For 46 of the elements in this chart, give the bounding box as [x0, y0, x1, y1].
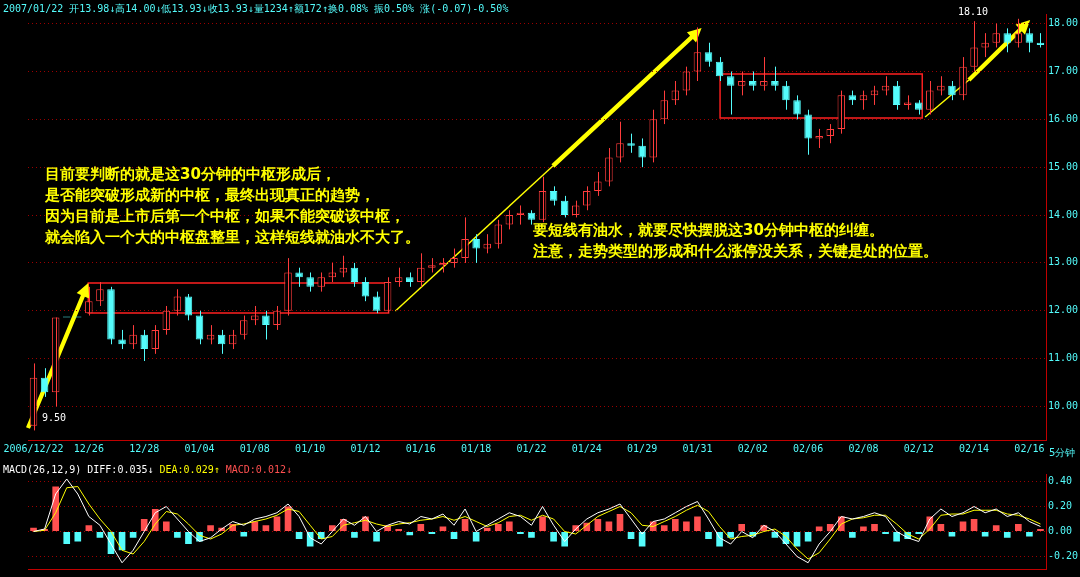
- y-tick-label: 18.00: [1048, 17, 1079, 29]
- y-tick-label: 15.00: [1048, 160, 1079, 172]
- x-tick-label: 12/28: [129, 442, 160, 454]
- x-tick-label: 12/26: [73, 442, 104, 454]
- y-tick-label: 14.00: [1048, 208, 1079, 220]
- x-tick-label: 01/16: [405, 442, 436, 454]
- y-tick-label: 11.00: [1048, 352, 1079, 364]
- annotation: 因为目前是上市后第一个中枢，如果不能突破该中枢，: [45, 206, 405, 227]
- text: MACD:0.012↓: [225, 464, 292, 475]
- annotation: 注意，走势类型的形成和什么涨停没关系，关键是处的位置。: [533, 241, 938, 262]
- text: DEA:0.029↑: [159, 464, 220, 475]
- annotation: 是否能突破形成新的中枢，最终出现真正的趋势，: [45, 185, 375, 206]
- x-tick-label: 01/29: [627, 442, 658, 454]
- y-tick-label: 0.20: [1048, 500, 1073, 512]
- chart-title: MACD(26,12,9): [3, 464, 82, 475]
- y-tick-label: 0.40: [1048, 475, 1073, 487]
- y-tick-label: 17.00: [1048, 65, 1079, 77]
- x-tick-label: 02/06: [793, 442, 824, 454]
- y-tick-label: 16.00: [1048, 112, 1079, 124]
- annotation: 目前要判断的就是这30分钟的中枢形成后，: [45, 164, 336, 185]
- x-tick-label: 01/24: [571, 442, 602, 454]
- x-tick-label: 01/08: [239, 442, 270, 454]
- annotation: 要短线有油水，就要尽快摆脱这30分钟中枢的纠缠。: [533, 220, 884, 241]
- annotation: 就会陷入一个大的中枢盘整里，这样短线就油水不大了。: [45, 227, 420, 248]
- x-tick-label: 01/22: [516, 442, 547, 454]
- text: 5分钟: [1049, 446, 1076, 460]
- x-tick-label: 01/18: [461, 442, 492, 454]
- y-tick-label: 0.00: [1048, 525, 1073, 537]
- x-tick-label: 01/31: [682, 442, 713, 454]
- chart-subtitle: 2007/01/22 开13.98↓高14.00↓低13.93↓收13.93↓量1234↑额172↑换0.08% 振0.50% 涨(-0.07)-0.50%: [3, 3, 509, 14]
- y-tick-label: -0.20: [1048, 550, 1079, 562]
- series-label: DIFF:0.035↓: [87, 464, 154, 475]
- x-tick-label: 02/02: [737, 442, 768, 454]
- x-tick-label: 02/16: [1014, 442, 1045, 454]
- x-tick-label: 02/08: [848, 442, 879, 454]
- y-tick-label: 13.00: [1048, 256, 1079, 268]
- y-tick-label: 10.00: [1048, 400, 1079, 412]
- x-tick-label: 01/04: [184, 442, 215, 454]
- x-tick-label: 01/12: [350, 442, 381, 454]
- annotation: 18.10: [958, 6, 989, 17]
- annotation: 9.50: [42, 412, 67, 423]
- x-tick-label: 2006/12/22: [3, 442, 64, 454]
- y-tick-label: 12.00: [1048, 304, 1079, 316]
- x-tick-label: 02/14: [959, 442, 990, 454]
- x-tick-label: 02/12: [903, 442, 934, 454]
- x-tick-label: 01/10: [295, 442, 326, 454]
